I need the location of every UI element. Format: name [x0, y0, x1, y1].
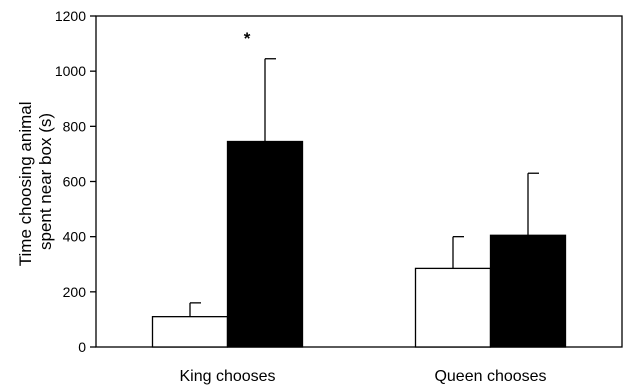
y-tick-label: 400 [63, 229, 87, 245]
y-axis-title-line-2: spent near box (s) [36, 113, 55, 250]
y-axis-title-line-1: Time choosing animal [16, 102, 35, 267]
y-axis: 0 200 400 600 800 1000 1200 [55, 8, 96, 355]
y-tick-label: 600 [63, 174, 87, 190]
x-axis: King chooses Queen chooses [179, 368, 546, 385]
y-axis-title: Time choosing animal spent near box (s) [16, 97, 55, 266]
labels: * [244, 29, 251, 48]
x-category-label: King chooses [179, 368, 275, 385]
y-tick-label: 200 [63, 284, 87, 300]
y-tick-label: 800 [63, 118, 87, 134]
y-tick-label: 1200 [55, 8, 86, 24]
y-tick-label: 0 [78, 339, 86, 355]
bar [153, 317, 228, 347]
y-tick-label: 1000 [55, 63, 86, 79]
bars [153, 142, 566, 347]
significance-marker: * [244, 29, 251, 48]
bar [491, 235, 566, 347]
x-category-label: Queen chooses [434, 368, 546, 385]
bar [416, 268, 491, 347]
bar [228, 142, 303, 347]
